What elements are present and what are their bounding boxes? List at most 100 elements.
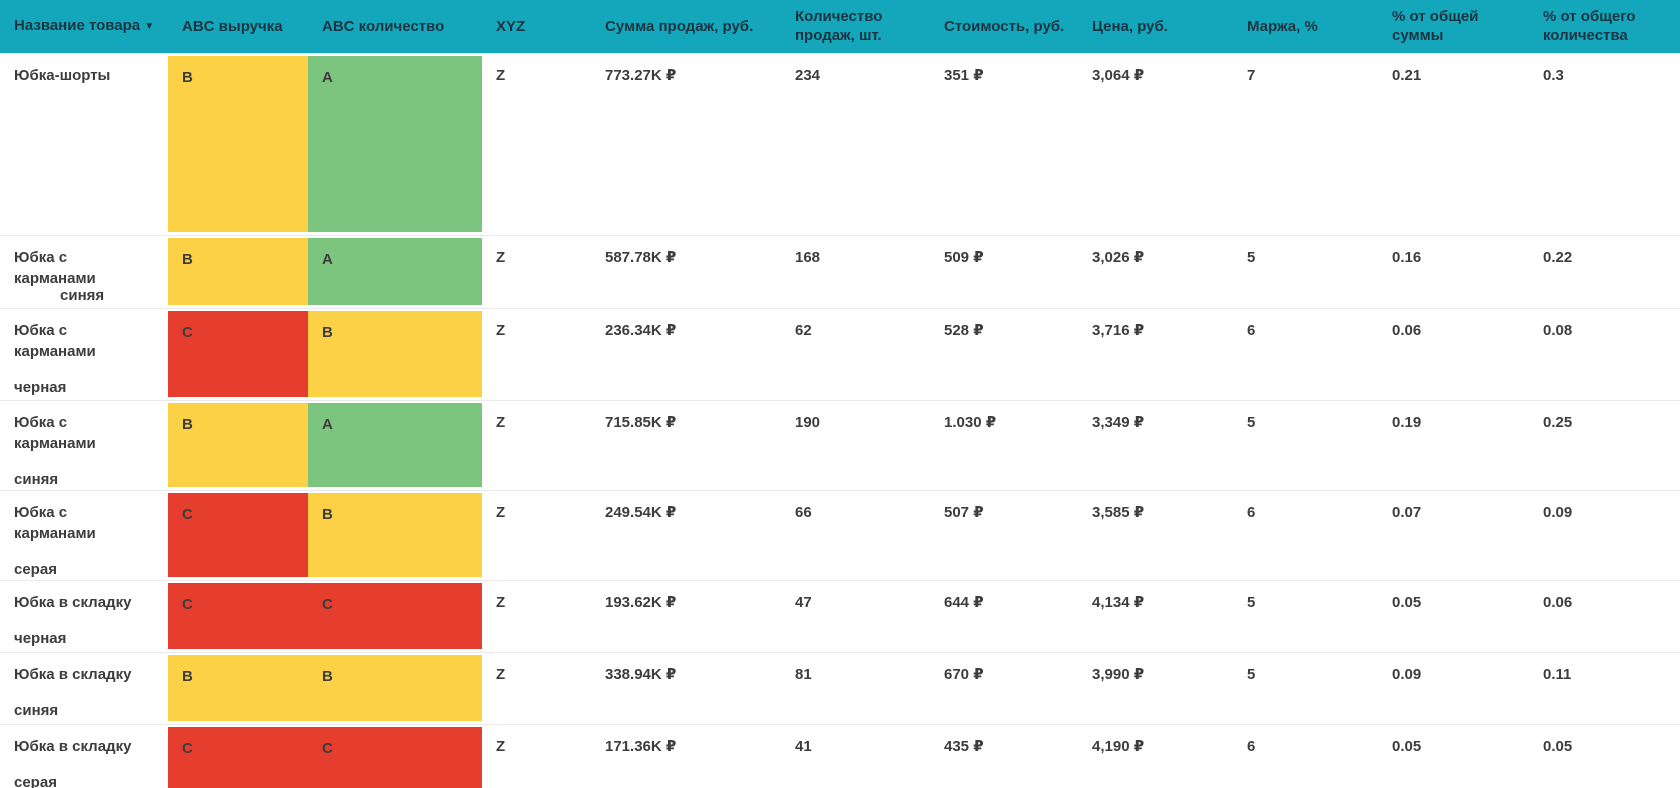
abc-quantity-grade-cell: A	[308, 52, 482, 235]
column-header-sales-count[interactable]: Количество продаж, шт.	[781, 0, 930, 53]
sales-sum-cell: 338.94K ₽	[591, 651, 781, 724]
column-header-pct-of-total-sum[interactable]: % от общей суммы	[1378, 0, 1529, 53]
column-header-margin[interactable]: Маржа, %	[1233, 0, 1378, 53]
column-header-label: Сумма продаж, руб.	[605, 17, 754, 35]
table-row: Юбка в складку черная C C Z 193.62K ₽47 644 ₽4…	[0, 579, 1680, 652]
pct-of-total-count-cell: 0.3	[1529, 52, 1680, 235]
table-body: Юбка-шорты B A Z 773.27K ₽234 351 ₽3,064 ₽7 0.…	[0, 52, 1680, 788]
column-header-label: % от общей суммы	[1392, 8, 1479, 45]
table-row: Юбка в складку синяя B B Z 338.94K ₽81 670 ₽3,…	[0, 651, 1680, 724]
abc-revenue-grade-cell: C	[168, 579, 308, 652]
xyz-cell: Z	[482, 579, 591, 652]
grade-color-box: C	[168, 310, 308, 397]
column-header-label: Количество продаж, шт.	[795, 8, 883, 45]
table-row: Юбка с карманами синяя B A Z 715.85K ₽190 1.030…	[0, 399, 1680, 490]
product-name-line: синяя	[60, 286, 105, 304]
grade-letter: A	[322, 68, 333, 86]
column-header-label: % от общего количества	[1543, 8, 1636, 45]
grade-color-box: A	[308, 237, 482, 305]
grade-letter: A	[322, 250, 333, 268]
price-cell: 4,190 ₽	[1078, 723, 1233, 788]
sales-sum-cell: 773.27K ₽	[591, 52, 781, 235]
column-header-abc-quantity[interactable]: ABC количество	[308, 0, 482, 53]
sales-sum-cell: 587.78K ₽	[591, 234, 781, 308]
abc-quantity-grade-cell: C	[308, 723, 482, 788]
margin-cell: 5	[1233, 579, 1378, 652]
sales-sum-cell: 249.54K ₽	[591, 489, 781, 580]
grade-letter: C	[322, 739, 333, 757]
product-name-cell: Юбка с карманами синяя	[0, 399, 168, 490]
column-header-product-name[interactable]: Название товара ▼	[0, 0, 168, 53]
grade-color-box: C	[168, 582, 308, 649]
sales-count-cell: 168	[781, 234, 930, 308]
pct-of-total-sum-cell: 0.06	[1378, 307, 1529, 400]
price-cell: 3,585 ₽	[1078, 489, 1233, 580]
product-name-line: черная	[14, 378, 67, 396]
cost-cell: 1.030 ₽	[930, 399, 1078, 490]
column-header-price[interactable]: Цена, руб.	[1078, 0, 1233, 53]
column-header-cost[interactable]: Стоимость, руб.	[930, 0, 1078, 53]
pct-of-total-sum-cell: 0.07	[1378, 489, 1529, 580]
column-header-xyz[interactable]: XYZ	[482, 0, 591, 53]
column-header-sales-sum[interactable]: Сумма продаж, руб.	[591, 0, 781, 53]
grade-letter: C	[182, 739, 193, 757]
sales-count-cell: 234	[781, 52, 930, 235]
grade-letter: B	[182, 250, 193, 268]
grade-color-box: B	[308, 310, 482, 397]
product-name-line: черная	[14, 629, 67, 647]
grade-letter: B	[182, 667, 193, 685]
grade-color-box: C	[308, 726, 482, 788]
pct-of-total-sum-cell: 0.09	[1378, 651, 1529, 724]
margin-cell: 6	[1233, 489, 1378, 580]
pct-of-total-sum-cell: 0.21	[1378, 52, 1529, 235]
header-row: Название товара ▼ ABC выручка ABC количе…	[0, 0, 1680, 53]
column-header-pct-of-total-count[interactable]: % от общего количества	[1529, 0, 1680, 53]
column-header-abc-revenue[interactable]: ABC выручка	[168, 0, 308, 53]
abc-quantity-grade-cell: B	[308, 651, 482, 724]
sort-desc-icon: ▼	[144, 20, 155, 32]
table-header: Название товара ▼ ABC выручка ABC количе…	[0, 0, 1680, 53]
table-row: Юбка с карманами черная C B Z 236.34K ₽62 528 ₽…	[0, 307, 1680, 400]
abc-revenue-grade-cell: B	[168, 52, 308, 235]
grade-letter: B	[322, 505, 333, 523]
product-name-line: серая	[14, 773, 57, 788]
product-name-line: Юбка в складку	[14, 593, 132, 611]
sales-count-cell: 41	[781, 723, 930, 788]
sales-count-cell: 190	[781, 399, 930, 490]
sales-sum-cell: 171.36K ₽	[591, 723, 781, 788]
column-header-label: Цена, руб.	[1092, 17, 1168, 35]
price-cell: 3,990 ₽	[1078, 651, 1233, 724]
abc-quantity-grade-cell: B	[308, 307, 482, 400]
column-header-label: Стоимость, руб.	[944, 17, 1065, 35]
cost-cell: 351 ₽	[930, 52, 1078, 235]
sales-sum-cell: 193.62K ₽	[591, 579, 781, 652]
sales-sum-cell: 236.34K ₽	[591, 307, 781, 400]
grade-color-box: C	[308, 582, 482, 649]
product-name-cell: Юбка с карманами черная	[0, 307, 168, 400]
grade-color-box: B	[168, 237, 308, 305]
grade-color-box: B	[308, 654, 482, 721]
pct-of-total-count-cell: 0.05	[1529, 723, 1680, 788]
product-name-line: Юбка с	[14, 503, 68, 521]
abc-revenue-grade-cell: B	[168, 234, 308, 308]
product-name-cell: Юбка в складку синяя	[0, 651, 168, 724]
pct-of-total-count-cell: 0.06	[1529, 579, 1680, 652]
price-cell: 4,134 ₽	[1078, 579, 1233, 652]
margin-cell: 7	[1233, 52, 1378, 235]
xyz-cell: Z	[482, 52, 591, 235]
table-row: Юбка с карманами серая C B Z 249.54K ₽66 507 ₽3…	[0, 489, 1680, 580]
xyz-cell: Z	[482, 651, 591, 724]
price-cell: 3,026 ₽	[1078, 234, 1233, 308]
pct-of-total-count-cell: 0.22	[1529, 234, 1680, 308]
xyz-cell: Z	[482, 234, 591, 308]
column-header-label: XYZ	[496, 17, 526, 35]
product-name-cell: Юбка с карманами серая	[0, 489, 168, 580]
grade-color-box: A	[308, 55, 482, 232]
grade-letter: B	[322, 323, 333, 341]
abc-revenue-grade-cell: B	[168, 399, 308, 490]
product-name-line: Юбка с	[14, 413, 68, 431]
cost-cell: 528 ₽	[930, 307, 1078, 400]
abc-revenue-grade-cell: C	[168, 489, 308, 580]
table-row: Юбка с карманами синяя B A Z 587.78K ₽168 509 ₽…	[0, 234, 1680, 308]
product-name-line: Юбка с	[14, 321, 68, 339]
